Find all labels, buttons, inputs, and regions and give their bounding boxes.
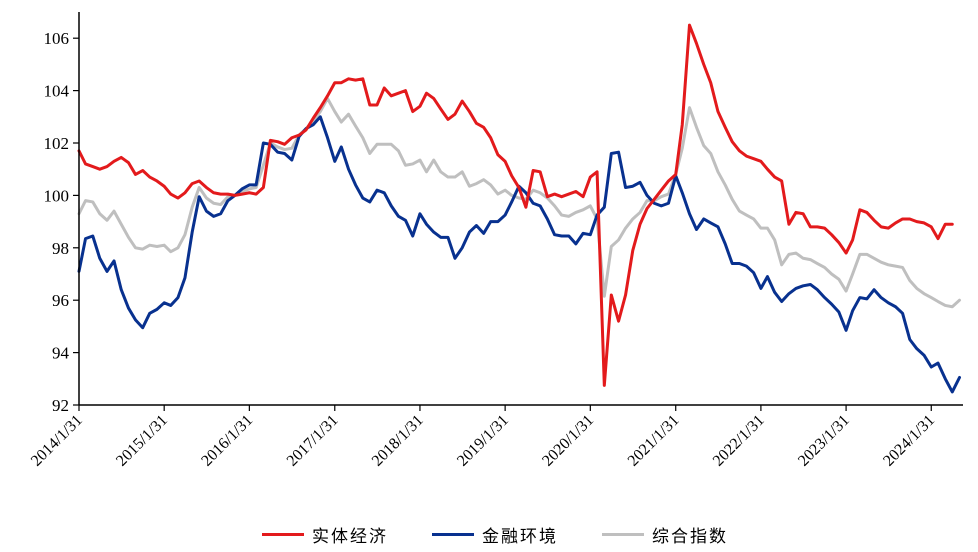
series-line-real-economy [77, 23, 954, 387]
legend-swatch-gray [602, 532, 644, 536]
x-tick-label: 2019/1/31 [454, 412, 512, 470]
series-layer [77, 23, 961, 394]
series-line-composite-index [77, 96, 961, 309]
x-tick-label: 2023/1/31 [795, 412, 853, 470]
legend-label: 金融环境 [482, 526, 558, 547]
x-tick-label: 2020/1/31 [539, 412, 597, 470]
y-tick-label: 106 [44, 29, 70, 48]
series-line-financial-environment [77, 115, 961, 394]
y-tick-label: 92 [52, 396, 69, 415]
x-tick-label: 2018/1/31 [369, 412, 427, 470]
legend: 实体经济 金融环境 综合指数 [0, 519, 978, 549]
y-axis-ticks: 92 94 96 98 100 102 104 106 [44, 29, 79, 415]
x-tick-label: 2022/1/31 [710, 412, 768, 470]
y-tick-label: 104 [44, 82, 70, 101]
x-tick-label: 2015/1/31 [113, 412, 171, 470]
y-tick-label: 100 [44, 186, 70, 205]
legend-item-real-economy: 实体经济 [262, 519, 388, 549]
legend-swatch-navy [432, 532, 474, 536]
x-tick-label: 2014/1/31 [28, 412, 86, 470]
legend-item-financial-environment: 金融环境 [432, 519, 558, 549]
x-tick-label: 2016/1/31 [198, 412, 256, 470]
x-axis-ticks: 2014/1/31 2015/1/31 2016/1/31 2017/1/31 2018… [28, 405, 938, 470]
legend-label: 实体经济 [312, 526, 388, 547]
x-tick-label: 2021/1/31 [625, 412, 683, 470]
legend-item-composite-index: 综合指数 [602, 519, 728, 549]
legend-swatch-red [262, 532, 304, 536]
y-tick-label: 98 [52, 239, 69, 258]
y-tick-label: 102 [44, 134, 70, 153]
x-tick-label: 2024/1/31 [880, 412, 938, 470]
y-tick-label: 96 [52, 291, 69, 310]
legend-label: 综合指数 [652, 526, 728, 547]
x-tick-label: 2017/1/31 [284, 412, 342, 470]
y-tick-label: 94 [52, 344, 70, 363]
